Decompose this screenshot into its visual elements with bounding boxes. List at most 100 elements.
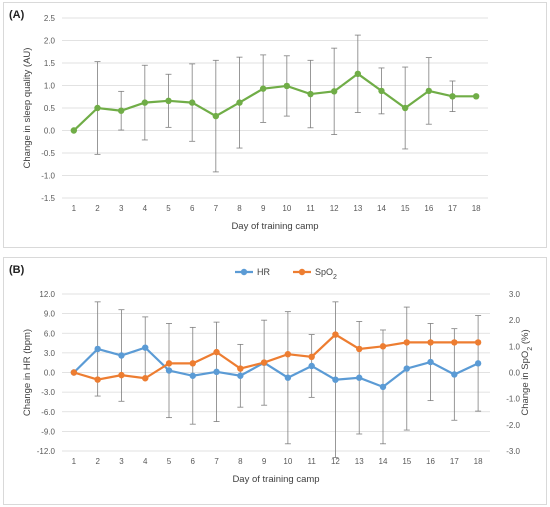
y2-tick-label: 1.0	[509, 342, 521, 351]
data-point	[165, 360, 173, 367]
data-point	[474, 339, 482, 346]
y-axis-title: Change in HR (bpm)	[22, 329, 33, 416]
data-point	[356, 374, 363, 381]
data-point	[189, 360, 196, 367]
data-point	[94, 376, 101, 383]
data-point	[401, 104, 409, 112]
series-line	[73, 333, 479, 381]
y-tick-label: -6.0	[41, 408, 55, 417]
x-tick-label: 10	[283, 457, 292, 466]
data-point	[236, 99, 243, 106]
series-line	[73, 72, 477, 132]
data-point	[118, 352, 125, 359]
data-point	[378, 87, 385, 95]
legend-swatch-marker	[298, 268, 306, 276]
data-point	[237, 365, 244, 372]
x-axis-title: Day of training camp	[232, 474, 319, 485]
x-tick-label: 5	[166, 204, 171, 213]
data-point	[356, 345, 363, 353]
panel-b-label: (B)	[9, 264, 25, 276]
x-tick-label: 4	[143, 457, 148, 466]
data-point	[308, 362, 315, 370]
data-point	[425, 87, 433, 95]
data-point	[307, 90, 314, 98]
data-point	[284, 374, 292, 381]
x-tick-label: 9	[261, 204, 266, 213]
x-tick-label: 3	[119, 457, 124, 466]
x-tick-label: 7	[214, 457, 219, 466]
data-point	[427, 358, 434, 366]
x-tick-label: 16	[426, 457, 435, 466]
x-tick-label: 12	[331, 457, 340, 466]
x-tick-label: 2	[95, 204, 100, 213]
x-tick-label: 2	[95, 457, 100, 466]
data-point	[379, 343, 387, 350]
x-tick-label: 18	[472, 204, 481, 213]
x-tick-label: 18	[474, 457, 483, 466]
x-tick-label: 6	[190, 204, 195, 213]
sleep-quality-chart: -1.5-1.0-0.50.00.51.01.52.02.51 2 3 4 5 6 7 8 9 1…	[22, 14, 488, 232]
data-point	[118, 371, 125, 379]
data-point	[354, 70, 362, 78]
y-tick-label: 6.0	[44, 329, 56, 338]
x-tick-label: 9	[262, 457, 267, 466]
x-tick-label: 8	[237, 204, 242, 213]
x-tick-label: 17	[448, 204, 457, 213]
y-tick-label: 0.0	[44, 127, 56, 136]
x-tick-label: 16	[424, 204, 433, 213]
y-tick-label: -3.0	[41, 388, 55, 397]
data-point	[259, 85, 267, 92]
data-point	[332, 331, 339, 338]
data-point	[284, 350, 292, 358]
data-point	[472, 93, 480, 100]
data-point	[237, 372, 244, 379]
y2-tick-label: 3.0	[509, 290, 521, 299]
x-tick-label: 10	[282, 204, 291, 213]
data-point	[308, 353, 315, 360]
y2-axis-title: Change in SpO2 (%)	[520, 329, 534, 415]
legend-label: SpO2	[315, 267, 337, 281]
y2-tick-label: 2.0	[509, 316, 521, 325]
x-tick-label: 1	[72, 457, 77, 466]
y2-tick-label: 0.0	[509, 369, 521, 378]
x-tick-label: 12	[330, 204, 339, 213]
series-line	[73, 346, 479, 389]
y-tick-label: -0.5	[41, 149, 55, 158]
y-tick-label: -9.0	[41, 427, 55, 436]
data-point	[142, 375, 149, 382]
data-point	[165, 97, 172, 105]
data-point	[379, 383, 387, 391]
panel-a-frame	[3, 2, 547, 248]
y-axis-title: Change in sleep quality (AU)	[22, 48, 33, 169]
y-tick-label: -1.0	[41, 172, 55, 181]
data-point	[70, 127, 78, 134]
x-axis-title: Day of training camp	[231, 221, 318, 232]
y-tick-label: 1.0	[44, 82, 56, 91]
hr-spo2-chart: -12.0-9.0-6.0-3.00.03.06.09.012.0-3.0-2.…	[22, 267, 534, 485]
x-tick-label: 15	[402, 457, 411, 466]
x-tick-label: 15	[401, 204, 410, 213]
data-point	[117, 107, 125, 114]
data-point	[403, 365, 410, 372]
data-point	[449, 93, 456, 100]
panel-b-frame	[3, 257, 547, 505]
data-point	[330, 88, 338, 95]
x-tick-label: 3	[119, 204, 124, 213]
x-tick-label: 4	[143, 204, 148, 213]
data-point	[70, 369, 78, 376]
x-tick-label: 11	[308, 457, 317, 466]
legend-swatch-marker	[240, 268, 248, 276]
y-tick-label: -12.0	[37, 447, 56, 456]
x-tick-label: 14	[377, 204, 386, 213]
x-tick-label: 5	[167, 457, 172, 466]
data-point	[474, 360, 482, 367]
data-point	[212, 112, 220, 120]
y-tick-label: 3.0	[44, 349, 56, 358]
panel-a-label: (A)	[9, 9, 25, 21]
x-tick-label: 1	[72, 204, 77, 213]
y2-tick-label: -1.0	[506, 395, 520, 404]
data-point	[451, 339, 458, 346]
y-tick-label: 0.5	[44, 104, 56, 113]
data-point	[283, 82, 291, 90]
y-tick-label: -1.5	[41, 194, 55, 203]
